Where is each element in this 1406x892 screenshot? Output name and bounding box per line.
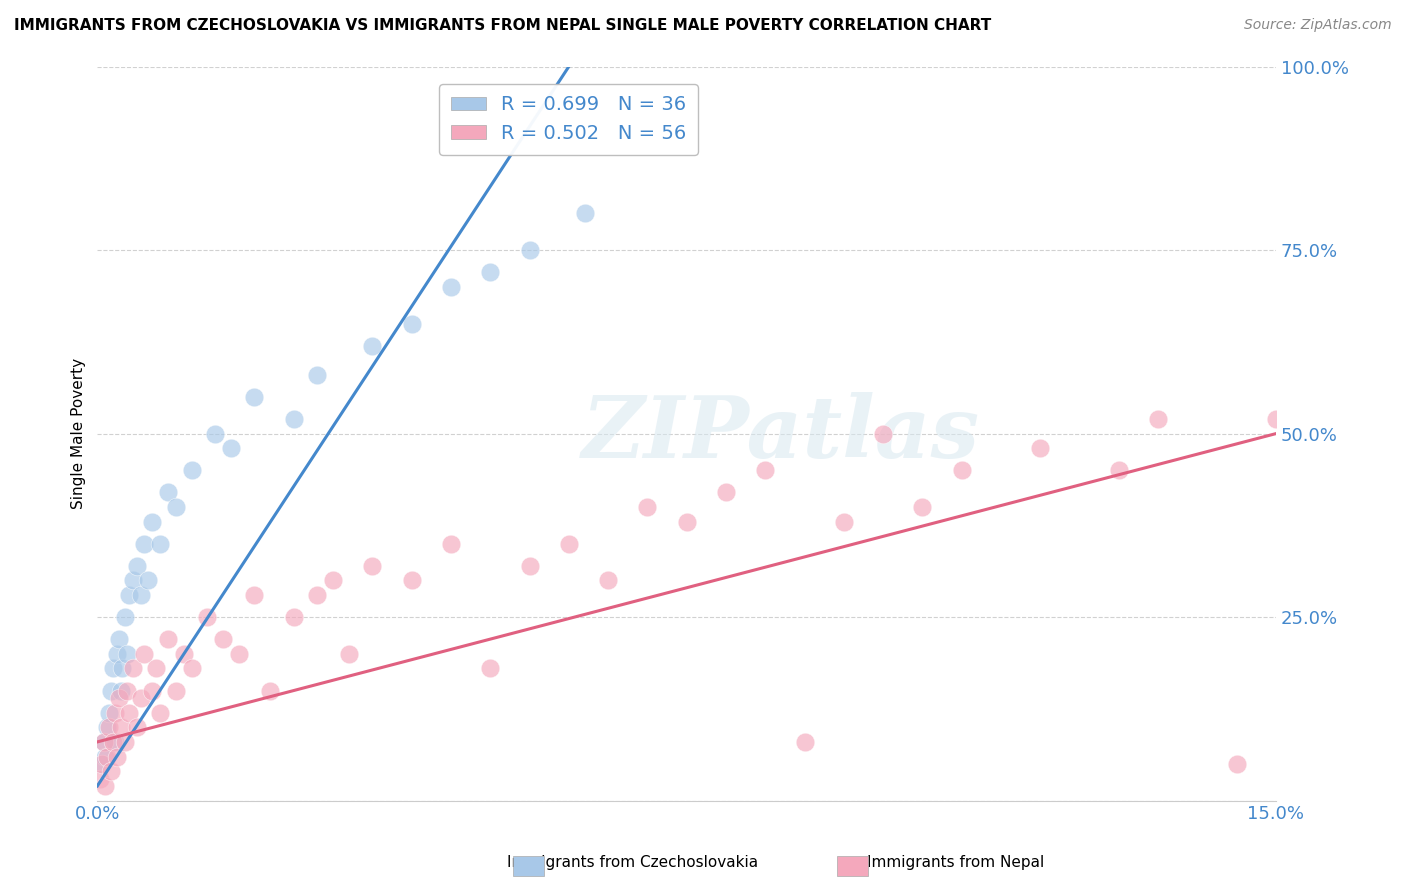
- Point: [93, 735, 115, 749]
- Point: [110, 683, 132, 698]
- Point: [104, 735, 127, 749]
- Point: [94, 749, 117, 764]
- Point: [129, 690, 152, 705]
- Point: [195, 610, 218, 624]
- Point: [125, 720, 148, 734]
- Point: [558, 537, 581, 551]
- Y-axis label: Single Male Poverty: Single Male Poverty: [72, 358, 86, 509]
- Point: [98, 706, 121, 720]
- Point: [115, 683, 138, 698]
- Point: [149, 537, 172, 551]
- Point: [479, 661, 502, 675]
- Point: [793, 735, 815, 749]
- Point: [173, 647, 195, 661]
- Text: ZIPatlas: ZIPatlas: [582, 392, 980, 475]
- Point: [111, 661, 134, 675]
- Point: [243, 390, 266, 404]
- Point: [1147, 412, 1170, 426]
- Point: [1108, 463, 1130, 477]
- Point: [145, 661, 167, 675]
- Point: [675, 515, 697, 529]
- Point: [91, 756, 114, 771]
- Point: [479, 265, 502, 279]
- Point: [93, 735, 115, 749]
- Point: [89, 772, 111, 786]
- Point: [94, 779, 117, 793]
- Point: [283, 610, 305, 624]
- Point: [754, 463, 776, 477]
- Point: [228, 647, 250, 661]
- Point: [100, 683, 122, 698]
- Point: [401, 317, 423, 331]
- Text: Source: ZipAtlas.com: Source: ZipAtlas.com: [1244, 18, 1392, 32]
- Point: [337, 647, 360, 661]
- Text: Immigrants from Czechoslovakia: Immigrants from Czechoslovakia: [508, 855, 758, 870]
- Point: [165, 500, 187, 514]
- Point: [138, 574, 160, 588]
- Point: [440, 537, 463, 551]
- Point: [361, 338, 384, 352]
- Point: [121, 661, 143, 675]
- Point: [125, 558, 148, 573]
- Point: [322, 574, 344, 588]
- Point: [104, 706, 127, 720]
- Point: [100, 764, 122, 779]
- Point: [114, 610, 136, 624]
- Point: [204, 426, 226, 441]
- Point: [361, 558, 384, 573]
- Point: [115, 647, 138, 661]
- Point: [101, 661, 124, 675]
- Point: [832, 515, 855, 529]
- Point: [1265, 412, 1288, 426]
- Point: [714, 485, 737, 500]
- Point: [98, 720, 121, 734]
- Point: [519, 558, 541, 573]
- Point: [96, 749, 118, 764]
- Point: [950, 463, 973, 477]
- Point: [105, 749, 128, 764]
- Point: [90, 756, 112, 771]
- Point: [108, 632, 131, 647]
- Point: [121, 574, 143, 588]
- Text: IMMIGRANTS FROM CZECHOSLOVAKIA VS IMMIGRANTS FROM NEPAL SINGLE MALE POVERTY CORR: IMMIGRANTS FROM CZECHOSLOVAKIA VS IMMIGR…: [14, 18, 991, 33]
- Point: [114, 735, 136, 749]
- Point: [108, 690, 131, 705]
- Point: [574, 206, 596, 220]
- Point: [283, 412, 305, 426]
- Point: [401, 574, 423, 588]
- Point: [105, 647, 128, 661]
- Point: [219, 442, 242, 456]
- Point: [180, 463, 202, 477]
- Point: [118, 588, 141, 602]
- Point: [141, 515, 163, 529]
- Point: [110, 720, 132, 734]
- Point: [243, 588, 266, 602]
- Point: [1029, 442, 1052, 456]
- Point: [1226, 756, 1249, 771]
- Point: [157, 485, 180, 500]
- Legend: R = 0.699   N = 36, R = 0.502   N = 56: R = 0.699 N = 36, R = 0.502 N = 56: [439, 84, 699, 154]
- Point: [157, 632, 180, 647]
- Point: [96, 720, 118, 734]
- Point: [911, 500, 934, 514]
- Point: [118, 706, 141, 720]
- Point: [165, 683, 187, 698]
- Point: [440, 280, 463, 294]
- Point: [129, 588, 152, 602]
- Point: [259, 683, 281, 698]
- Point: [101, 735, 124, 749]
- Point: [872, 426, 894, 441]
- Point: [212, 632, 235, 647]
- Point: [141, 683, 163, 698]
- Point: [180, 661, 202, 675]
- Point: [596, 574, 619, 588]
- Point: [149, 706, 172, 720]
- Point: [307, 588, 329, 602]
- Point: [307, 368, 329, 382]
- Point: [134, 537, 156, 551]
- Point: [519, 243, 541, 257]
- Text: Immigrants from Nepal: Immigrants from Nepal: [868, 855, 1045, 870]
- Point: [134, 647, 156, 661]
- Point: [636, 500, 658, 514]
